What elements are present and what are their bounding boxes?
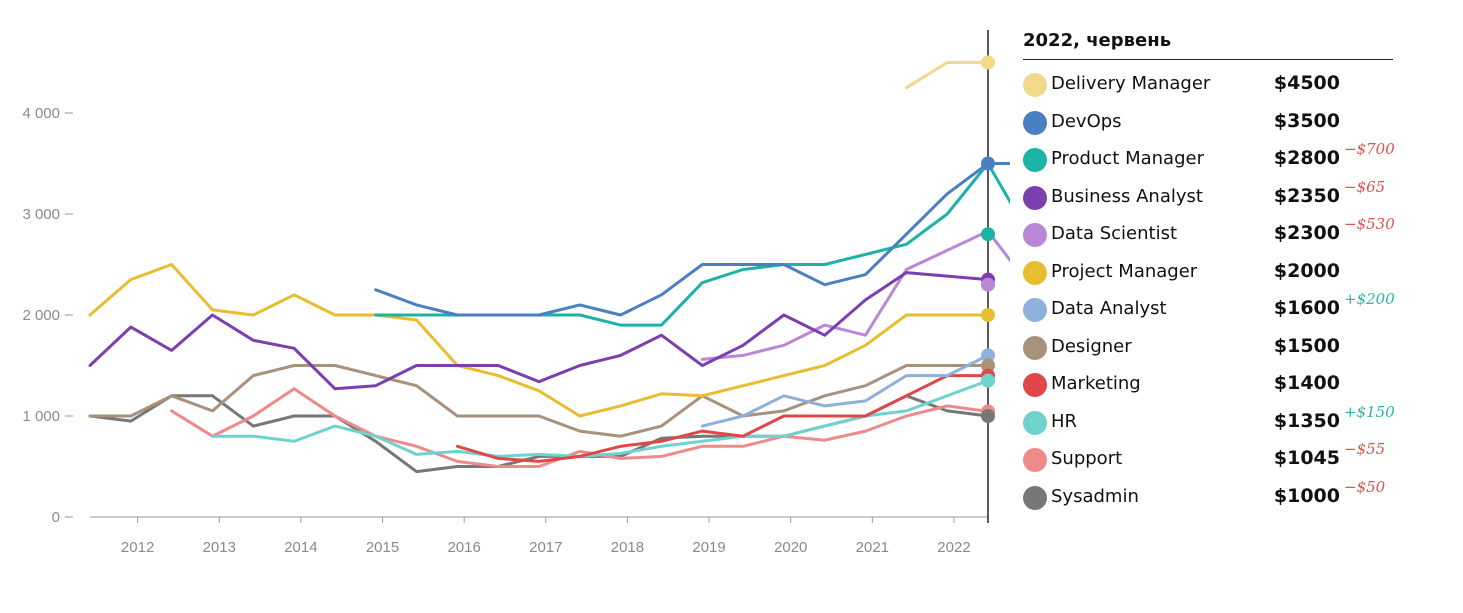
cursor-dot-data-scientist xyxy=(981,277,995,292)
cursor-dot-devops xyxy=(981,156,995,171)
legend-item[interactable]: Support $1045 −$55 xyxy=(1023,440,1393,480)
y-tick-label: 4 000 xyxy=(22,105,60,122)
legend-item[interactable]: Product Manager $2800 −$700 xyxy=(1023,140,1395,180)
series-line-business-analyst xyxy=(88,271,990,391)
legend-series-name: Data Analyst xyxy=(1051,298,1167,319)
legend-swatch xyxy=(1023,185,1047,210)
series-line-project-manager xyxy=(88,263,990,418)
legend-item[interactable]: Designer $1500 xyxy=(1023,330,1393,368)
x-tick-label: 2018 xyxy=(611,539,644,556)
x-tick-label: 2015 xyxy=(366,539,399,556)
series-line-support xyxy=(170,387,990,468)
x-tick-label: 2016 xyxy=(447,539,480,556)
legend-series-delta: −$50 xyxy=(1344,477,1386,496)
x-tick-label: 2014 xyxy=(284,539,317,556)
series-line-data-scientist xyxy=(700,229,1010,361)
x-tick-label: 2020 xyxy=(774,539,807,556)
series-line-delivery-manager xyxy=(904,61,990,90)
y-tick-label: 0 xyxy=(52,509,60,526)
legend-rows: Delivery Manager $4500 DevOps $3500 Product … xyxy=(1023,67,1395,518)
x-tick-label: 2021 xyxy=(856,539,889,556)
legend-swatch xyxy=(1023,73,1047,97)
legend-series-name: Support xyxy=(1051,448,1123,469)
series-line-product-manager xyxy=(374,162,1010,327)
cursor-dot-data-analyst xyxy=(981,348,995,363)
y-tick-label: 3 000 xyxy=(22,206,60,223)
series-line-data-analyst xyxy=(700,353,990,428)
legend-swatch xyxy=(1023,448,1047,472)
legend-series-name: Business Analyst xyxy=(1051,185,1203,207)
legend: 2022, червень Delivery Manager $4500 DevOp… xyxy=(1023,30,1395,518)
legend-series-delta: −$530 xyxy=(1344,215,1395,233)
legend-series-value: $1600 xyxy=(1273,297,1340,319)
legend-series-value: $1045 xyxy=(1273,447,1340,469)
legend-series-name: Project Manager xyxy=(1051,260,1198,282)
legend-series-name: HR xyxy=(1051,410,1078,432)
legend-item[interactable]: Data Analyst $1600 +$200 xyxy=(1023,290,1395,330)
cursor-dots xyxy=(981,55,995,423)
legend-series-name: Marketing xyxy=(1051,373,1141,394)
cursor-dot-delivery-manager xyxy=(981,55,995,70)
legend-swatch xyxy=(1023,110,1047,135)
cursor-dot-hr xyxy=(981,373,995,388)
legend-series-name: DevOps xyxy=(1051,110,1122,132)
legend-series-value: $1350 xyxy=(1273,409,1340,432)
legend-item[interactable]: DevOps $3500 xyxy=(1023,105,1393,143)
legend-item[interactable]: Delivery Manager $4500 xyxy=(1023,67,1393,105)
series-line-hr xyxy=(211,379,990,458)
y-tick-label: 2 000 xyxy=(22,307,60,324)
x-tick-label: 2012 xyxy=(121,539,154,556)
legend-item[interactable]: Marketing $1400 xyxy=(1023,367,1393,405)
legend-series-delta: −$55 xyxy=(1344,440,1386,458)
legend-series-name: Product Manager xyxy=(1051,148,1204,169)
legend-swatch xyxy=(1023,148,1047,172)
cursor-dot-project-manager xyxy=(981,308,995,322)
x-tick-label: 2019 xyxy=(692,539,725,556)
legend-swatch xyxy=(1023,373,1047,397)
series-lines xyxy=(88,61,1010,474)
legend-swatch xyxy=(1023,485,1047,510)
legend-series-value: $2000 xyxy=(1273,259,1340,282)
legend-item[interactable]: Business Analyst $2350 −$65 xyxy=(1023,177,1393,218)
legend-swatch xyxy=(1023,223,1047,247)
legend-series-value: $2800 xyxy=(1273,147,1340,169)
legend-series-name: Sysadmin xyxy=(1051,485,1139,507)
legend-title: 2022, червень xyxy=(1023,30,1393,60)
series-line-designer xyxy=(88,364,990,438)
legend-swatch xyxy=(1023,335,1047,360)
legend-swatch xyxy=(1023,410,1047,435)
legend-swatch xyxy=(1023,260,1047,285)
legend-series-value: $2300 xyxy=(1273,222,1340,244)
x-tick-label: 2013 xyxy=(203,539,236,556)
legend-item[interactable]: HR $1350 +$150 xyxy=(1023,402,1395,443)
legend-series-value: $2350 xyxy=(1273,184,1340,207)
legend-series-value: $1500 xyxy=(1273,334,1340,357)
cursor-dot-sysadmin xyxy=(981,409,995,423)
legend-series-name: Delivery Manager xyxy=(1051,73,1211,94)
legend-series-delta: +$150 xyxy=(1344,402,1395,421)
y-tick-label: 1 000 xyxy=(22,408,60,425)
legend-series-value: $3500 xyxy=(1273,109,1340,132)
legend-series-value: $4500 xyxy=(1273,72,1340,94)
legend-item[interactable]: Sysadmin $1000 −$50 xyxy=(1023,477,1393,518)
legend-series-delta: −$700 xyxy=(1344,140,1395,158)
x-tick-label: 2022 xyxy=(937,539,970,556)
legend-series-value: $1000 xyxy=(1273,484,1340,507)
legend-swatch xyxy=(1023,298,1047,322)
cursor-dot-product-manager xyxy=(981,227,995,242)
legend-series-name: Data Scientist xyxy=(1051,223,1177,244)
series-line-marketing xyxy=(455,374,990,463)
legend-series-value: $1400 xyxy=(1273,372,1340,394)
legend-item[interactable]: Project Manager $2000 xyxy=(1023,255,1393,293)
series-line-devops xyxy=(374,162,1010,317)
x-tick-label: 2017 xyxy=(529,539,562,556)
legend-series-name: Designer xyxy=(1051,335,1132,357)
legend-series-delta: +$200 xyxy=(1344,290,1395,308)
legend-item[interactable]: Data Scientist $2300 −$530 xyxy=(1023,215,1395,255)
cursor-dot-designer xyxy=(981,358,995,373)
legend-series-delta: −$65 xyxy=(1344,177,1386,196)
line-chart: 0 1 000 2 000 3 000 4 000 2012 2013 2014 2015 201… xyxy=(22,30,1010,556)
axes: 0 1 000 2 000 3 000 4 000 2012 2013 2014 2015 201… xyxy=(22,105,988,556)
